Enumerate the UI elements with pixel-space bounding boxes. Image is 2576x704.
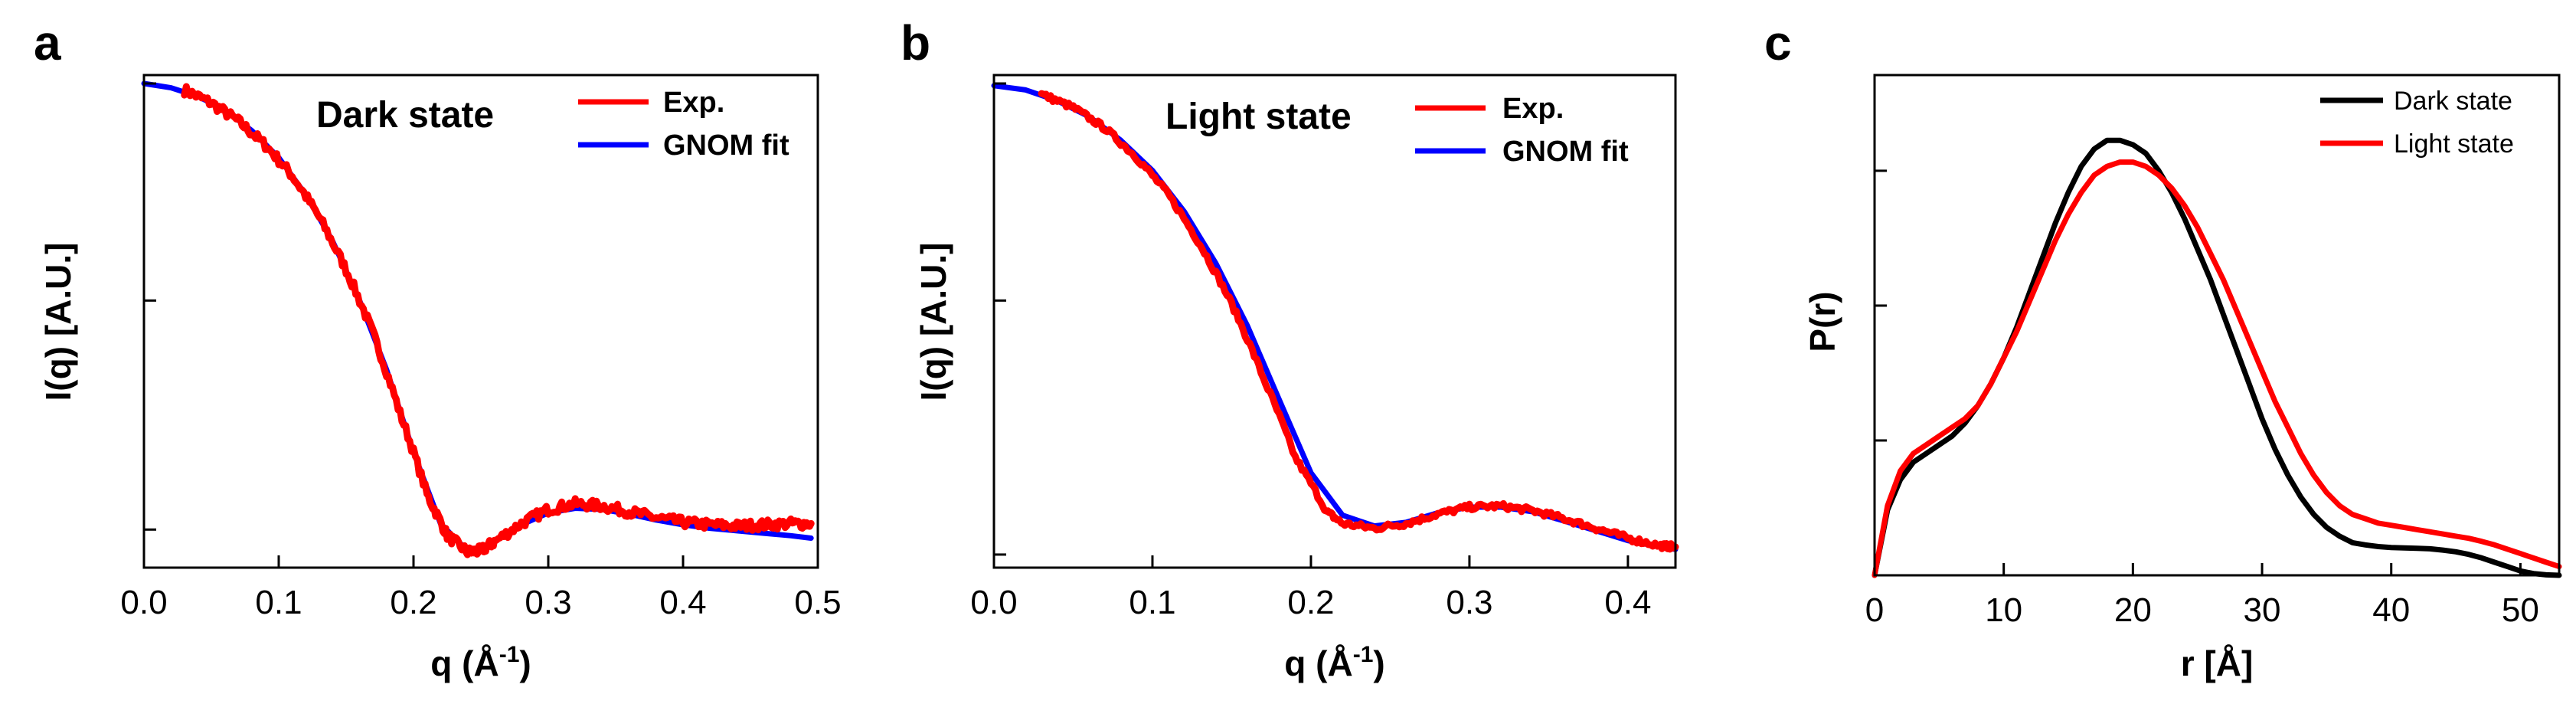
plot-a-yticks — [144, 82, 156, 531]
x-tick-label-a: 0.0 — [120, 584, 167, 621]
plot-c-xticks: 0 10 20 30 40 50 — [1865, 563, 2539, 629]
series-a-exp — [181, 83, 815, 558]
plot-b-frame — [992, 74, 1677, 569]
series-c-light-state — [1872, 159, 2562, 578]
legend-a-gnom-label: GNOM fit — [663, 129, 789, 162]
x-tick-label-c: 0 — [1865, 591, 1884, 629]
x-axis-title-b-main: q (Å — [1284, 643, 1352, 683]
series-c-dark-state — [1872, 137, 2562, 578]
panel-letter-c: c — [1764, 15, 1792, 70]
legend-a-exp-label: Exp. — [663, 87, 724, 119]
plot-c-frame — [1873, 74, 2561, 577]
x-tick-label-a: 0.1 — [255, 584, 302, 621]
plot-b-annotation: Light state — [1165, 97, 1352, 137]
x-axis-title-b-end: ) — [1373, 643, 1384, 683]
plot-a-frame — [142, 74, 819, 569]
plot-b-yticks — [994, 82, 1006, 556]
panel-letter-b: b — [901, 15, 930, 70]
panel-a: a 0.0 0.1 0.2 0.3 0.4 0.5 Dark state Exp. GNO… — [34, 15, 842, 683]
x-tick-label-c: 20 — [2114, 591, 2152, 629]
y-axis-title-c: P(r) — [1803, 291, 1842, 352]
plot-b-xticks: 0.0 0.1 0.2 0.3 0.4 — [970, 555, 1651, 621]
x-tick-label-b: 0.3 — [1446, 584, 1492, 621]
x-tick-label-c: 50 — [2502, 591, 2539, 629]
x-tick-label-a: 0.5 — [794, 584, 841, 621]
panel-letter-a: a — [34, 15, 61, 70]
series-b-exp — [1038, 90, 1679, 553]
x-tick-label-a: 0.2 — [390, 584, 436, 621]
x-axis-title-c: r [Å] — [2181, 643, 2254, 683]
plot-c-data — [1872, 137, 2562, 578]
plot-a-annotation: Dark state — [316, 95, 494, 136]
x-tick-label-c: 40 — [2372, 591, 2410, 629]
legend-b-gnom-label: GNOM fit — [1502, 136, 1629, 168]
panel-c: c 0 10 20 30 40 50 Dark state Light state r [… — [1764, 15, 2562, 683]
x-tick-label-b: 0.1 — [1129, 584, 1175, 621]
y-axis-title-a: I(q) [A.U.] — [38, 243, 78, 401]
x-axis-title-a-main: q (Å — [430, 643, 499, 683]
x-tick-label-b: 0.0 — [970, 584, 1017, 621]
plot-a-data — [141, 80, 815, 558]
x-axis-title-b: q (Å-1) — [1284, 642, 1384, 683]
x-axis-title-b-sup: -1 — [1353, 642, 1374, 667]
x-axis-title-a-end: ) — [519, 643, 531, 683]
plot-b-data — [991, 83, 1679, 553]
x-tick-label-a: 0.4 — [659, 584, 706, 621]
x-tick-label-a: 0.3 — [525, 584, 571, 621]
x-tick-label-b: 0.4 — [1604, 584, 1651, 621]
x-tick-label-c: 10 — [1985, 591, 2022, 629]
plot-c-yticks — [1875, 169, 1887, 577]
y-axis-title-b: I(q) [A.U.] — [914, 243, 953, 401]
panel-b: b 0.0 0.1 0.2 0.3 0.4 Light state Exp. GNOM … — [901, 15, 1679, 683]
x-axis-title-a: q (Å-1) — [430, 642, 531, 683]
legend-c-light-label: Light state — [2394, 129, 2514, 159]
legend-c-dark-label: Dark state — [2394, 87, 2512, 116]
x-tick-label-c: 30 — [2244, 591, 2281, 629]
plot-a-xticks: 0.0 0.1 0.2 0.3 0.4 0.5 — [120, 555, 842, 621]
x-tick-label-b: 0.2 — [1287, 584, 1334, 621]
x-axis-title-a-sup: -1 — [499, 642, 520, 667]
legend-b-exp-label: Exp. — [1502, 93, 1564, 125]
